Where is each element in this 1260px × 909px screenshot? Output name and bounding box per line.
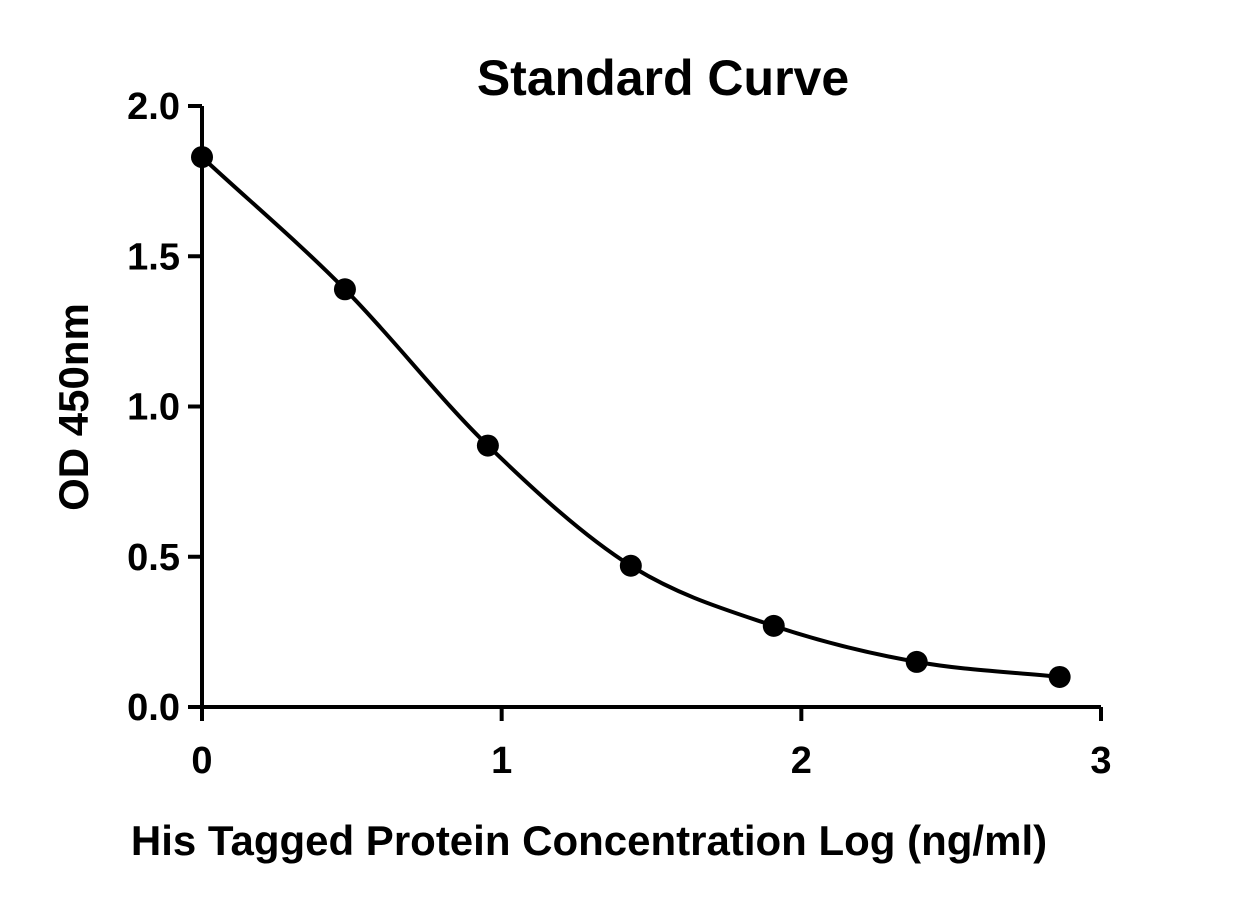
x-axis-label: His Tagged Protein Concentration Log (ng… xyxy=(131,817,1047,864)
x-axis-ticks: 0 1 2 3 xyxy=(191,707,1112,782)
data-points xyxy=(191,146,1071,688)
data-point xyxy=(476,434,499,457)
data-point xyxy=(905,650,928,673)
y-tick-label: 1.5 xyxy=(127,236,180,278)
axes xyxy=(200,106,1101,709)
y-axis-label: OD 450nm xyxy=(50,303,97,511)
data-point xyxy=(762,614,785,637)
y-tick-label: 0.5 xyxy=(127,537,180,579)
data-point xyxy=(619,554,642,577)
x-tick-label: 3 xyxy=(1090,740,1111,782)
data-point xyxy=(1048,665,1071,688)
x-tick-label: 1 xyxy=(491,740,512,782)
data-point xyxy=(191,146,213,169)
fit-curve xyxy=(200,155,1060,679)
x-tick-label: 2 xyxy=(791,740,812,782)
y-axis-ticks: 0.0 0.5 1.0 1.5 2.0 xyxy=(127,86,202,729)
y-tick-label: 0.0 xyxy=(127,687,180,729)
y-tick-label: 2.0 xyxy=(127,86,180,128)
x-tick-label: 0 xyxy=(191,740,212,782)
data-point xyxy=(333,278,356,301)
y-tick-label: 1.0 xyxy=(127,387,180,429)
chart-title: Standard Curve xyxy=(477,50,849,106)
